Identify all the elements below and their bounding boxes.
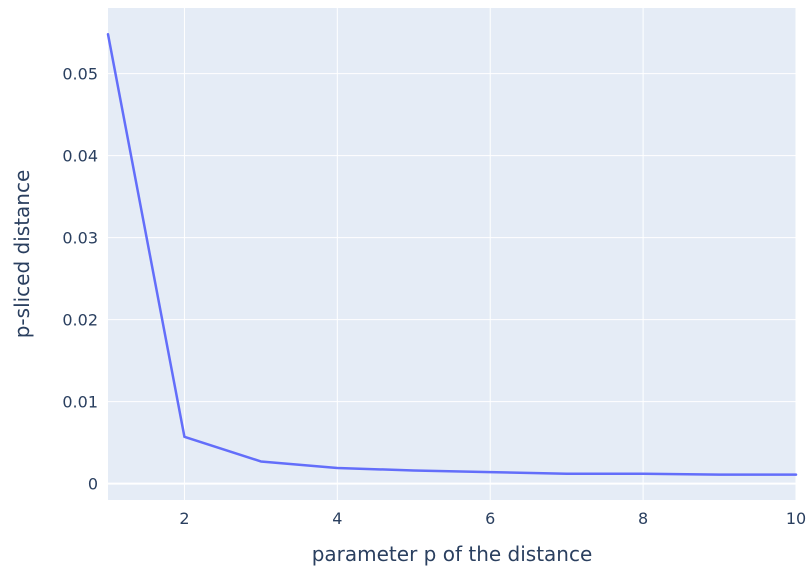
data-point — [487, 469, 493, 475]
x-tick-label: 10 — [786, 509, 806, 528]
data-point — [258, 458, 264, 464]
data-point — [640, 471, 646, 477]
y-tick-label: 0.04 — [62, 147, 98, 166]
y-tick-label: 0.03 — [62, 229, 98, 248]
data-point — [181, 434, 187, 440]
series-layer — [105, 31, 799, 478]
data-point — [411, 467, 417, 473]
x-tick-label: 6 — [485, 509, 495, 528]
x-axis-title: parameter p of the distance — [312, 542, 593, 566]
data-point — [334, 465, 340, 471]
y-tick-label: 0.01 — [62, 393, 98, 412]
plot-background — [108, 8, 796, 500]
data-point — [793, 472, 799, 478]
y-tick-label: 0 — [88, 475, 98, 494]
x-tick-label: 4 — [332, 509, 342, 528]
gridlines — [108, 8, 797, 500]
x-axis-ticks: 2 4 6 8 10 — [179, 509, 806, 528]
y-tick-label: 0.05 — [62, 65, 98, 84]
data-point — [105, 31, 111, 37]
x-tick-label: 8 — [638, 509, 648, 528]
series-line — [106, 32, 798, 476]
data-point — [564, 471, 570, 477]
data-point — [717, 472, 723, 478]
y-tick-label: 0.02 — [62, 311, 98, 330]
y-axis-title: p-sliced distance — [10, 170, 34, 339]
x-tick-label: 2 — [179, 509, 189, 528]
y-axis-ticks: 0 0.01 0.02 0.03 0.04 0.05 — [62, 65, 98, 494]
